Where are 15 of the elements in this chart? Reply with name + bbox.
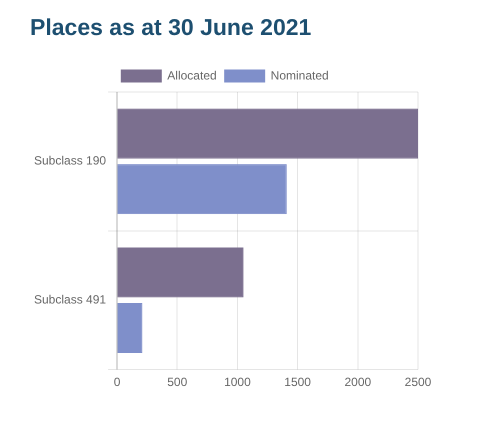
y-tick-label: Subclass 190 <box>34 154 106 168</box>
bar <box>118 247 244 298</box>
x-tick-label: 0 <box>114 375 121 390</box>
x-tick-label: 1500 <box>284 375 312 390</box>
x-tick-label: 2000 <box>344 375 372 390</box>
bar <box>118 164 287 214</box>
legend-label: Nominated <box>270 68 329 82</box>
bar <box>118 108 418 159</box>
legend-label: Allocated <box>167 68 217 82</box>
bar <box>118 302 142 353</box>
x-tick-label: 500 <box>167 375 188 390</box>
y-tick-label: Subclass 491 <box>34 292 106 307</box>
chart-title: Places as at 30 June 2021 <box>30 14 312 41</box>
x-tick-label: 1000 <box>224 375 252 390</box>
x-tick-label: 2500 <box>404 375 432 390</box>
